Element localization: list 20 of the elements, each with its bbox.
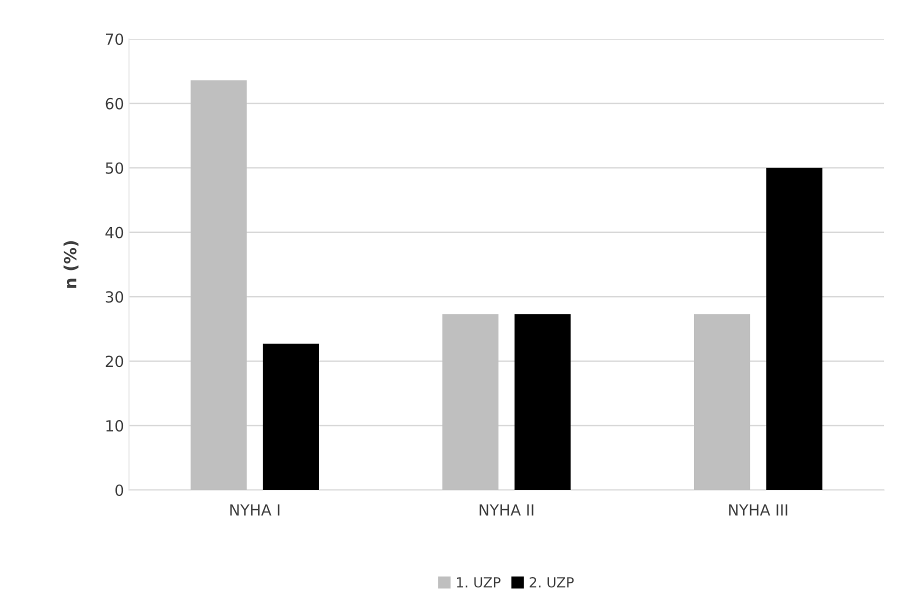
y-tick-label: 50 xyxy=(106,162,124,174)
bar xyxy=(766,168,822,490)
y-tick-label: 20 xyxy=(106,356,124,368)
bar xyxy=(514,314,571,490)
x-tick-label: NYHA III xyxy=(729,504,788,516)
x-tick-label: NYHA I xyxy=(230,504,280,516)
y-tick-label: 60 xyxy=(106,98,124,110)
bar xyxy=(694,314,750,490)
y-tick-label: 10 xyxy=(106,420,124,432)
bar xyxy=(262,344,320,490)
y-tick-label: 40 xyxy=(105,226,124,238)
y-axis-title: n (%) xyxy=(64,241,78,288)
bar xyxy=(442,314,498,490)
y-tick-label: 70 xyxy=(106,33,124,46)
legend-label: 1. UZP xyxy=(456,577,500,588)
x-tick-label: NYHA II xyxy=(480,504,534,516)
y-tick-label: 0 xyxy=(115,484,124,496)
legend-label: 2. UZP xyxy=(530,577,574,588)
bar xyxy=(190,80,247,490)
y-tick-label: 30 xyxy=(106,291,124,303)
